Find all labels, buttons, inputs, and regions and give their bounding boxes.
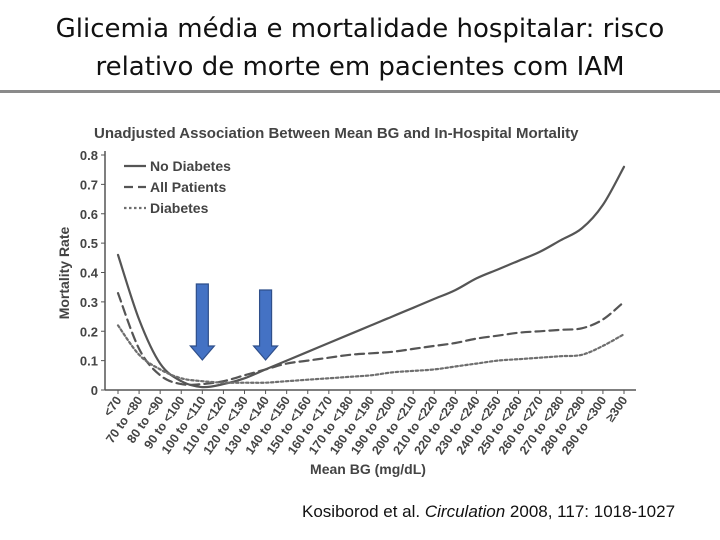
down-arrow-icon: [252, 289, 279, 361]
down-arrow-icon: [189, 283, 216, 361]
x-tick-label: ≥300: [603, 394, 630, 425]
x-axis-label: Mean BG (mg/dL): [310, 461, 426, 477]
y-axis-ticks: 0 0.1 0.2 0.3 0.4 0.5 0.6 0.7 0.8: [80, 148, 105, 398]
y-tick-label: 0.6: [80, 207, 98, 222]
y-tick-label: 0.4: [80, 266, 99, 281]
title-divider: [0, 90, 720, 93]
citation: Kosiborod et al. Circulation 2008, 117: …: [302, 502, 675, 522]
y-tick-label: 0.3: [80, 295, 98, 310]
chart-title: Unadjusted Association Between Mean BG a…: [94, 125, 579, 142]
y-tick-label: 0.5: [80, 236, 98, 251]
y-tick-label: 0.7: [80, 177, 98, 192]
series-line-all-patients: [116, 292, 626, 386]
slide-title-line-2: relativo de morte em pacientes com IAM: [95, 52, 625, 82]
legend-label-diabetes: Diabetes: [150, 200, 209, 216]
legend-label-no-diabetes: No Diabetes: [150, 158, 231, 174]
citation-journal: Circulation: [424, 502, 506, 521]
citation-authors: Kosiborod et al.: [302, 502, 421, 521]
y-axis-label: Mortality Rate: [56, 227, 72, 320]
slide-title-line-1: Glicemia média e mortalidade hospitalar:…: [55, 14, 665, 44]
legend-label-all-patients: All Patients: [150, 179, 226, 195]
y-tick-label: 0.1: [80, 354, 98, 369]
y-tick-label: 0: [91, 383, 98, 398]
series-line-no-diabetes: [116, 165, 626, 389]
series-line-diabetes: [116, 324, 626, 384]
chart-annotations: [189, 283, 279, 361]
citation-details: 2008, 117: 1018-1027: [509, 502, 676, 521]
y-tick-label: 0.8: [80, 148, 98, 163]
chart-legend: No Diabetes All Patients Diabetes: [124, 158, 231, 216]
y-tick-label: 0.2: [80, 324, 98, 339]
chart-series: [116, 165, 626, 389]
slide-title: Glicemia média e mortalidade hospitalar:…: [0, 10, 720, 86]
